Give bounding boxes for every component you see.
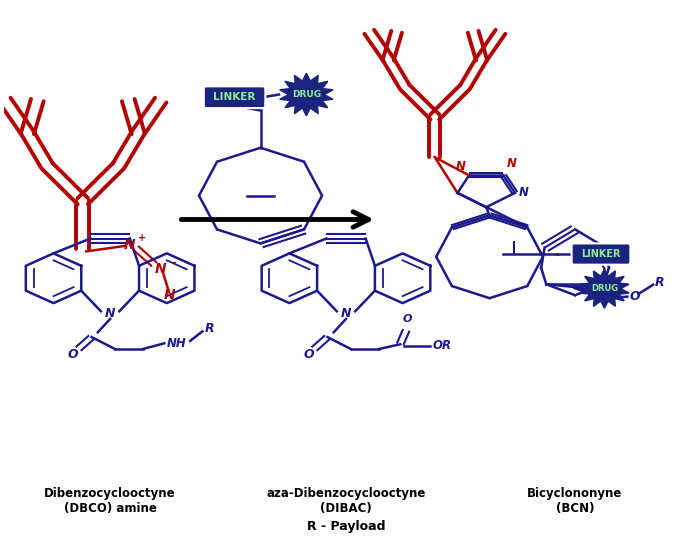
Text: LINKER: LINKER <box>213 92 256 102</box>
Text: +: + <box>138 233 146 243</box>
Text: N: N <box>123 238 135 252</box>
Text: DRUG: DRUG <box>292 90 321 99</box>
Text: O: O <box>630 290 640 303</box>
Text: OR: OR <box>432 339 451 353</box>
Text: R: R <box>204 322 214 335</box>
Text: N: N <box>154 262 166 276</box>
Text: N: N <box>519 186 529 199</box>
Polygon shape <box>580 269 629 308</box>
Text: N: N <box>507 157 516 170</box>
Text: R - Payload: R - Payload <box>307 520 385 533</box>
Text: LINKER: LINKER <box>581 249 621 259</box>
Text: R: R <box>655 275 665 288</box>
Polygon shape <box>280 73 333 116</box>
FancyBboxPatch shape <box>204 86 265 108</box>
Text: N: N <box>456 160 466 173</box>
Text: O: O <box>304 348 314 361</box>
Text: -: - <box>172 258 176 268</box>
Text: N: N <box>105 307 116 320</box>
FancyBboxPatch shape <box>572 244 630 265</box>
Text: O: O <box>402 314 412 324</box>
Text: aza-Dibenzocyclooctyne
(DIBAC): aza-Dibenzocyclooctyne (DIBAC) <box>266 487 426 515</box>
Text: O: O <box>68 348 78 361</box>
Text: DRUG: DRUG <box>591 284 618 293</box>
Text: NH: NH <box>167 337 186 350</box>
Text: N: N <box>340 307 352 320</box>
Text: Bicyclononyne
(BCN): Bicyclononyne (BCN) <box>527 487 623 515</box>
Text: Dibenzocyclooctyne
(DBCO) amine: Dibenzocyclooctyne (DBCO) amine <box>44 487 176 515</box>
Text: N: N <box>164 288 176 302</box>
